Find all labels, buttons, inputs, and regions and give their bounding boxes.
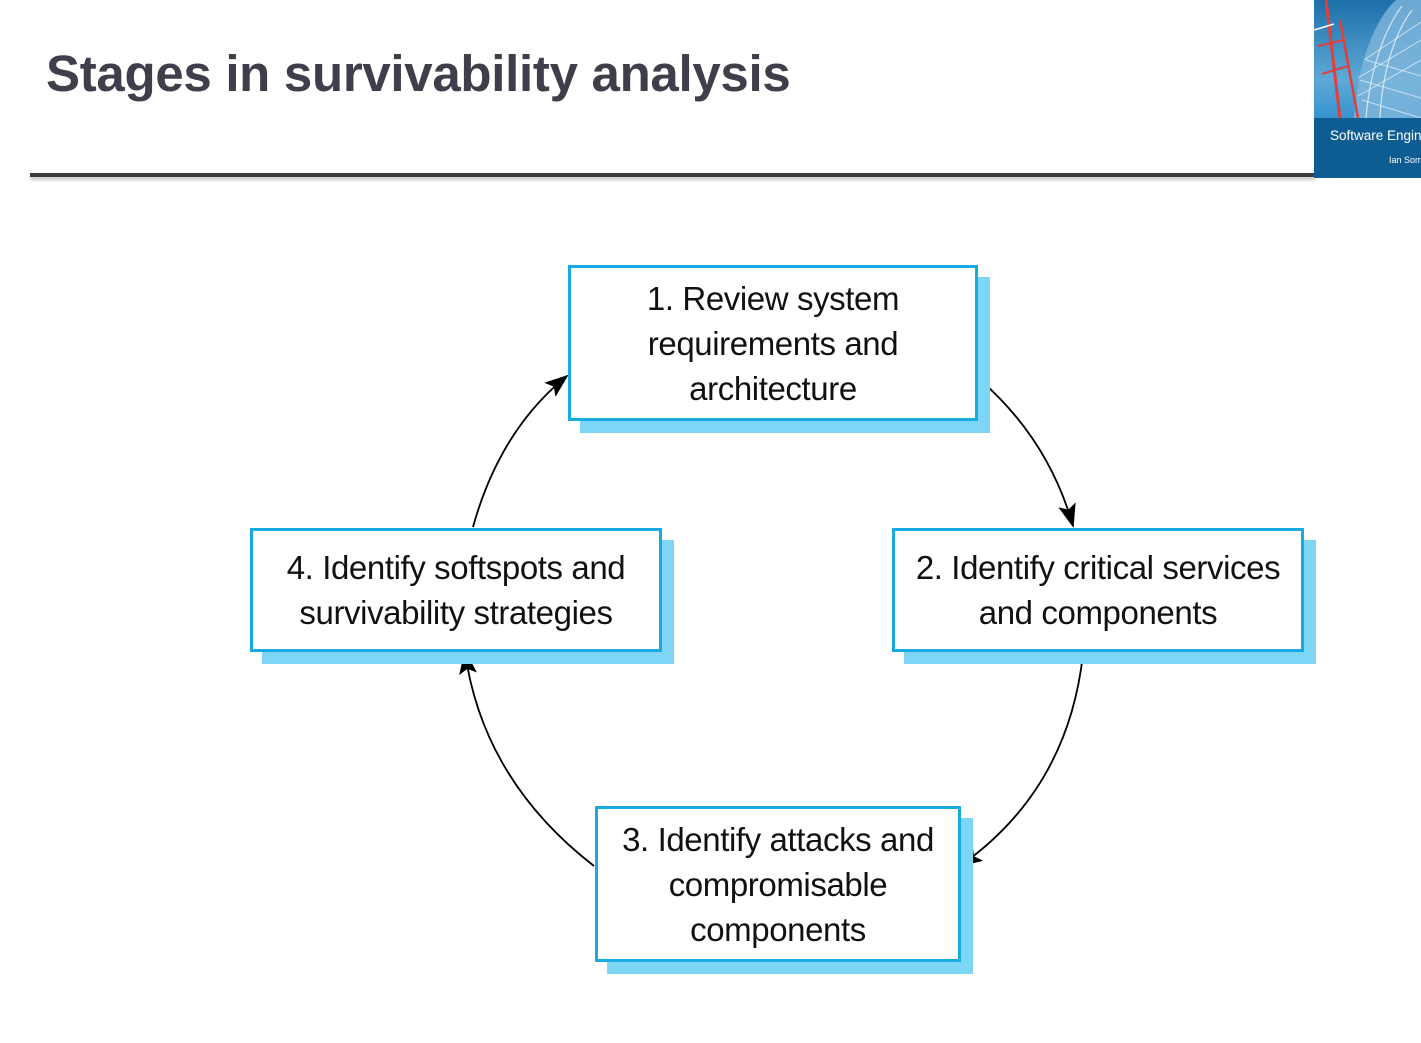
arrow-stage3-to-stage4 xyxy=(459,650,595,867)
stage-2-label: 2. Identify critical services and compon… xyxy=(915,549,1281,631)
stage-1-box: 1. Review system requirements and archit… xyxy=(568,265,978,421)
slide-title: Stages in survivability analysis xyxy=(46,45,791,102)
stage-4-label: 4. Identify softspots and survivability … xyxy=(286,549,626,631)
title-divider xyxy=(30,173,1315,177)
book-cover-author: Ian Sommerville xyxy=(1389,155,1421,165)
book-cover-title: Software Engineering xyxy=(1330,128,1421,143)
stage-2-box: 2. Identify critical services and compon… xyxy=(892,528,1304,652)
book-cover-band xyxy=(1314,118,1421,178)
arrow-stage4-to-stage1 xyxy=(472,374,569,528)
stage-3-label: 3. Identify attacks and compromisable co… xyxy=(622,820,934,948)
book-cover-image: Software Engineering Ian Sommerville xyxy=(1314,0,1421,178)
arrow-stage2-to-stage3 xyxy=(958,653,1084,868)
building-illustration xyxy=(1314,0,1421,119)
stage-1-label: 1. Review system requirements and archit… xyxy=(646,279,900,407)
arrow-stage1-to-stage2 xyxy=(977,377,1076,528)
stage-4-box: 4. Identify softspots and survivability … xyxy=(250,528,662,652)
stage-3-box: 3. Identify attacks and compromisable co… xyxy=(595,806,961,962)
